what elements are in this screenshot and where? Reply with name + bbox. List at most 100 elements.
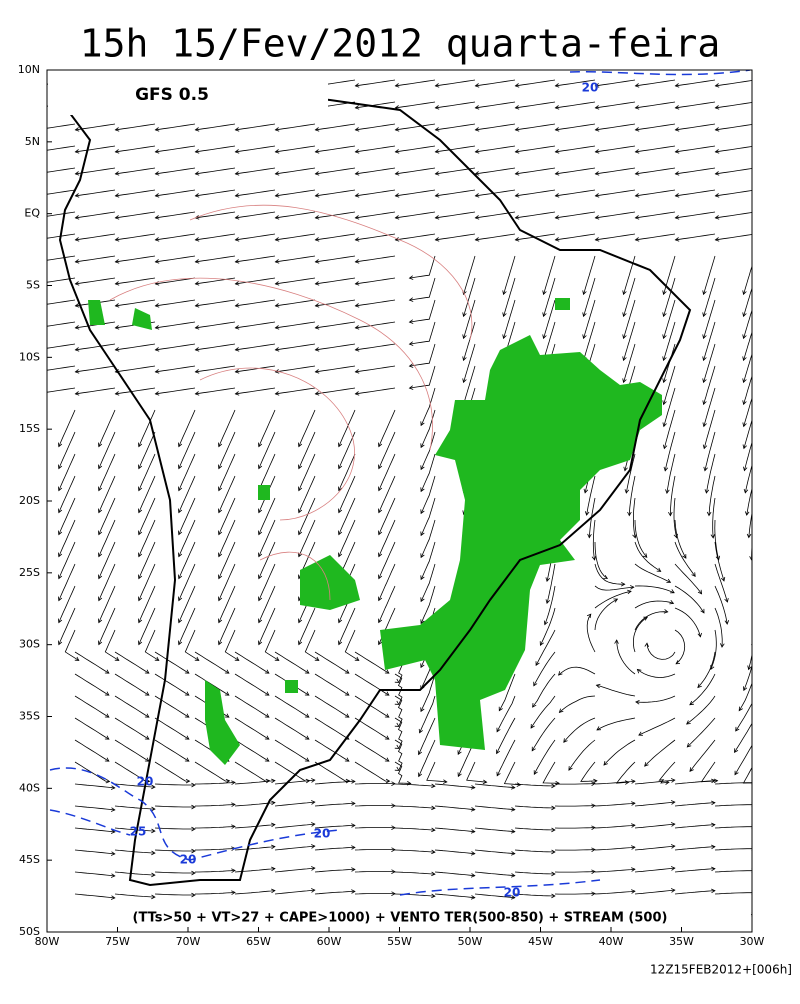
stream-arrow (114, 281, 120, 286)
stream-arrow (304, 669, 310, 674)
stream-arrow (338, 552, 343, 558)
stream-arrow (298, 530, 303, 536)
streamline (47, 365, 76, 371)
streamline (47, 189, 76, 195)
stream-arrow (351, 823, 356, 828)
stream-arrow (420, 663, 425, 669)
stream-arrow (711, 822, 716, 828)
stream-arrow (338, 442, 343, 448)
stream-arrow (594, 215, 600, 220)
streamline (496, 717, 516, 754)
streamline (555, 145, 596, 153)
streamline (595, 211, 636, 219)
stream-arrow (311, 800, 316, 805)
stream-arrow (234, 149, 240, 154)
stream-arrow (225, 778, 231, 784)
stream-arrow (344, 669, 350, 674)
stream-arrow (354, 149, 360, 154)
streamline (234, 846, 275, 851)
stream-arrow (344, 757, 350, 762)
stream-arrow (631, 845, 636, 850)
streamline (235, 123, 276, 131)
stream-arrow (714, 171, 720, 176)
streamline (420, 541, 436, 580)
stream-arrow (697, 632, 702, 638)
stream-arrow (231, 868, 236, 873)
streamline (594, 598, 618, 631)
streamline (258, 607, 276, 645)
streamline (115, 255, 156, 263)
streamline (675, 233, 716, 241)
stream-arrow (714, 193, 720, 198)
stream-arrow (545, 599, 550, 605)
stream-arrow (74, 127, 80, 132)
streamline (258, 563, 276, 601)
streamline (419, 695, 436, 733)
streamline (474, 783, 515, 789)
stream-arrow (378, 530, 383, 536)
streamline (554, 893, 596, 895)
streamline (194, 651, 230, 674)
stream-arrow (151, 850, 156, 856)
streamline (155, 145, 196, 153)
stream-arrow (378, 552, 383, 558)
stream-arrow (391, 847, 396, 852)
streamline (744, 463, 752, 493)
streamline (355, 123, 396, 131)
lat-label: 5S (26, 279, 40, 292)
streamline (674, 868, 715, 873)
streamline (58, 431, 76, 469)
streamline (703, 387, 716, 427)
stream-arrow (743, 466, 748, 472)
streamline (746, 486, 752, 516)
streamline (714, 585, 728, 625)
stream-arrow (689, 767, 694, 772)
stream-arrow (74, 347, 80, 352)
stream-arrow (114, 215, 120, 220)
stream-arrow (431, 827, 436, 833)
streamline (714, 541, 725, 582)
streamline (554, 783, 596, 785)
streamline (395, 145, 436, 153)
stream-arrow (511, 785, 516, 790)
streamline (586, 475, 596, 516)
streamline (706, 453, 716, 494)
streamline (355, 321, 396, 329)
stream-arrow (624, 489, 630, 494)
stream-arrow (354, 391, 360, 396)
stream-arrow (734, 770, 739, 776)
streamline (114, 805, 155, 810)
streamline (274, 739, 310, 762)
stream-arrow (98, 552, 103, 558)
stream-arrow (462, 356, 467, 362)
streamline (603, 739, 636, 766)
streamline (474, 827, 515, 833)
streamline (475, 101, 516, 109)
stream-arrow (656, 567, 662, 572)
stream-arrow (551, 893, 556, 899)
stream-arrow (674, 171, 680, 176)
streamline (315, 255, 356, 263)
streamline (475, 79, 516, 87)
stream-arrow (154, 149, 160, 154)
stream-arrow (74, 303, 80, 308)
streamline (595, 145, 636, 153)
stream-arrow (603, 761, 608, 766)
stream-arrow (104, 735, 110, 740)
streamline (420, 497, 436, 536)
stream-arrow (714, 149, 720, 154)
streamline (58, 563, 76, 601)
stream-arrow (746, 533, 752, 539)
lat-label: 10S (19, 350, 40, 363)
streamline (75, 387, 116, 395)
stream-arrow (194, 259, 200, 264)
streamline (594, 563, 625, 585)
stream-arrow (265, 778, 271, 784)
stream-arrow (603, 574, 609, 579)
stream-arrow (384, 669, 390, 674)
streamline (218, 563, 236, 601)
stream-arrow (622, 356, 627, 362)
streamline (714, 782, 752, 785)
stream-arrow (532, 703, 537, 708)
stream-arrow (98, 640, 103, 646)
